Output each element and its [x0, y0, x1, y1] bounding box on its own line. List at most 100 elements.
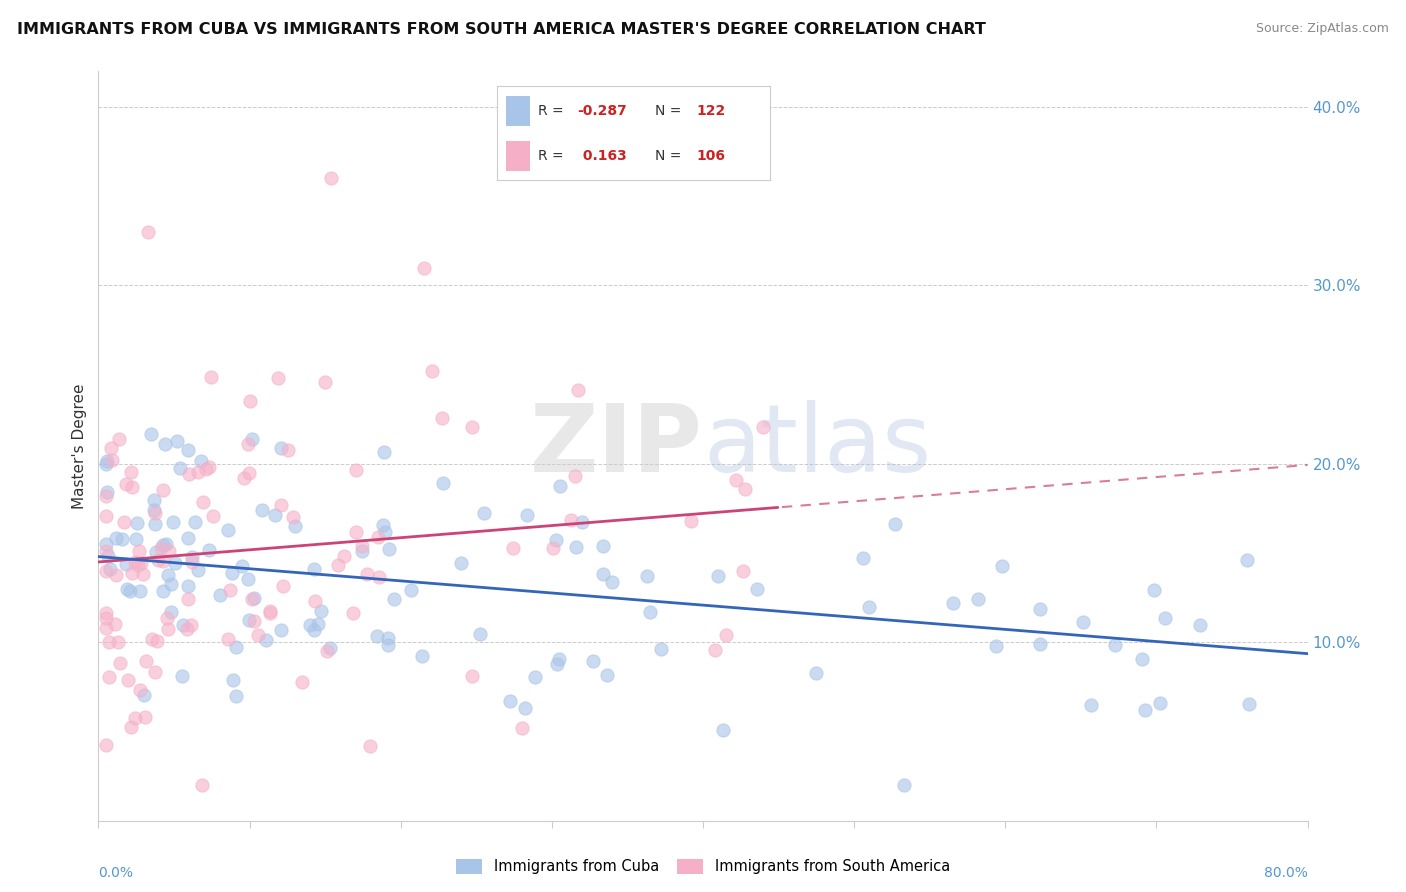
Point: [368, 570, 391, 584]
Point: [176, 622, 198, 636]
Point: [302, 623, 325, 637]
Point: [430, 411, 453, 425]
Point: [307, 617, 329, 632]
Point: [1236, 552, 1258, 566]
Point: [502, 541, 524, 555]
Point: [420, 364, 443, 378]
Point: [240, 432, 263, 446]
Point: [512, 721, 534, 735]
Point: [499, 694, 522, 708]
Point: [124, 555, 146, 569]
Point: [714, 628, 737, 642]
Point: [107, 634, 129, 648]
Point: [117, 582, 139, 597]
Point: [281, 509, 304, 524]
Point: [468, 627, 491, 641]
Point: [114, 515, 136, 529]
Point: [541, 541, 564, 555]
Point: [101, 453, 124, 467]
Point: [125, 532, 148, 546]
Point: [596, 668, 619, 682]
Point: [461, 420, 484, 434]
Point: [97, 635, 120, 649]
Point: [225, 690, 247, 704]
Point: [367, 530, 389, 544]
Point: [96, 484, 118, 499]
Point: [450, 556, 472, 570]
Point: [515, 701, 537, 715]
Point: [160, 605, 183, 619]
Point: [120, 584, 142, 599]
Point: [650, 642, 672, 657]
Point: [259, 606, 281, 620]
Point: [399, 582, 422, 597]
Point: [413, 260, 436, 275]
Point: [121, 566, 143, 580]
Point: [254, 632, 277, 647]
Point: [177, 532, 200, 546]
Point: [132, 689, 155, 703]
Point: [592, 539, 614, 553]
Point: [105, 568, 128, 582]
Point: [516, 508, 538, 522]
Text: Source: ZipAtlas.com: Source: ZipAtlas.com: [1256, 22, 1389, 36]
Point: [141, 632, 163, 647]
Point: [319, 640, 342, 655]
Point: [270, 623, 292, 637]
Point: [547, 652, 569, 666]
Point: [94, 544, 117, 558]
Point: [273, 579, 295, 593]
Point: [190, 454, 212, 468]
Point: [991, 559, 1014, 574]
Point: [1149, 696, 1171, 710]
Point: [315, 644, 337, 658]
Point: [806, 665, 828, 680]
Point: [163, 556, 186, 570]
Point: [115, 557, 138, 571]
Legend: Immigrants from Cuba, Immigrants from South America: Immigrants from Cuba, Immigrants from So…: [450, 853, 956, 880]
Point: [162, 515, 184, 529]
Point: [302, 562, 325, 576]
Point: [156, 611, 179, 625]
Point: [94, 509, 117, 524]
Point: [177, 592, 200, 607]
Point: [132, 566, 155, 581]
Point: [143, 502, 166, 516]
Point: [233, 470, 256, 484]
Point: [143, 517, 166, 532]
Point: [157, 544, 180, 558]
Point: [266, 371, 288, 385]
Point: [238, 613, 260, 627]
Text: IMMIGRANTS FROM CUBA VS IMMIGRANTS FROM SOUTH AMERICA MASTER'S DEGREE CORRELATIO: IMMIGRANTS FROM CUBA VS IMMIGRANTS FROM …: [17, 22, 986, 37]
Point: [107, 432, 129, 446]
Point: [679, 514, 702, 528]
Point: [195, 462, 218, 476]
Point: [1029, 602, 1052, 616]
Point: [299, 618, 322, 632]
Point: [731, 564, 754, 578]
Point: [239, 394, 262, 409]
Point: [270, 498, 292, 512]
Point: [191, 495, 214, 509]
Point: [1080, 698, 1102, 712]
Point: [284, 518, 307, 533]
Point: [592, 567, 614, 582]
Point: [217, 632, 239, 646]
Point: [120, 466, 142, 480]
Point: [222, 673, 245, 687]
Point: [94, 458, 117, 472]
Point: [198, 459, 221, 474]
Point: [377, 631, 399, 645]
Point: [745, 582, 768, 596]
Point: [582, 654, 605, 668]
Point: [180, 617, 202, 632]
Point: [382, 592, 405, 607]
Point: [893, 778, 915, 792]
Text: 0.0%: 0.0%: [98, 865, 134, 880]
Point: [202, 509, 225, 524]
Point: [218, 582, 240, 597]
Point: [472, 506, 495, 520]
Point: [152, 483, 174, 497]
Point: [1189, 617, 1212, 632]
Point: [153, 437, 176, 451]
